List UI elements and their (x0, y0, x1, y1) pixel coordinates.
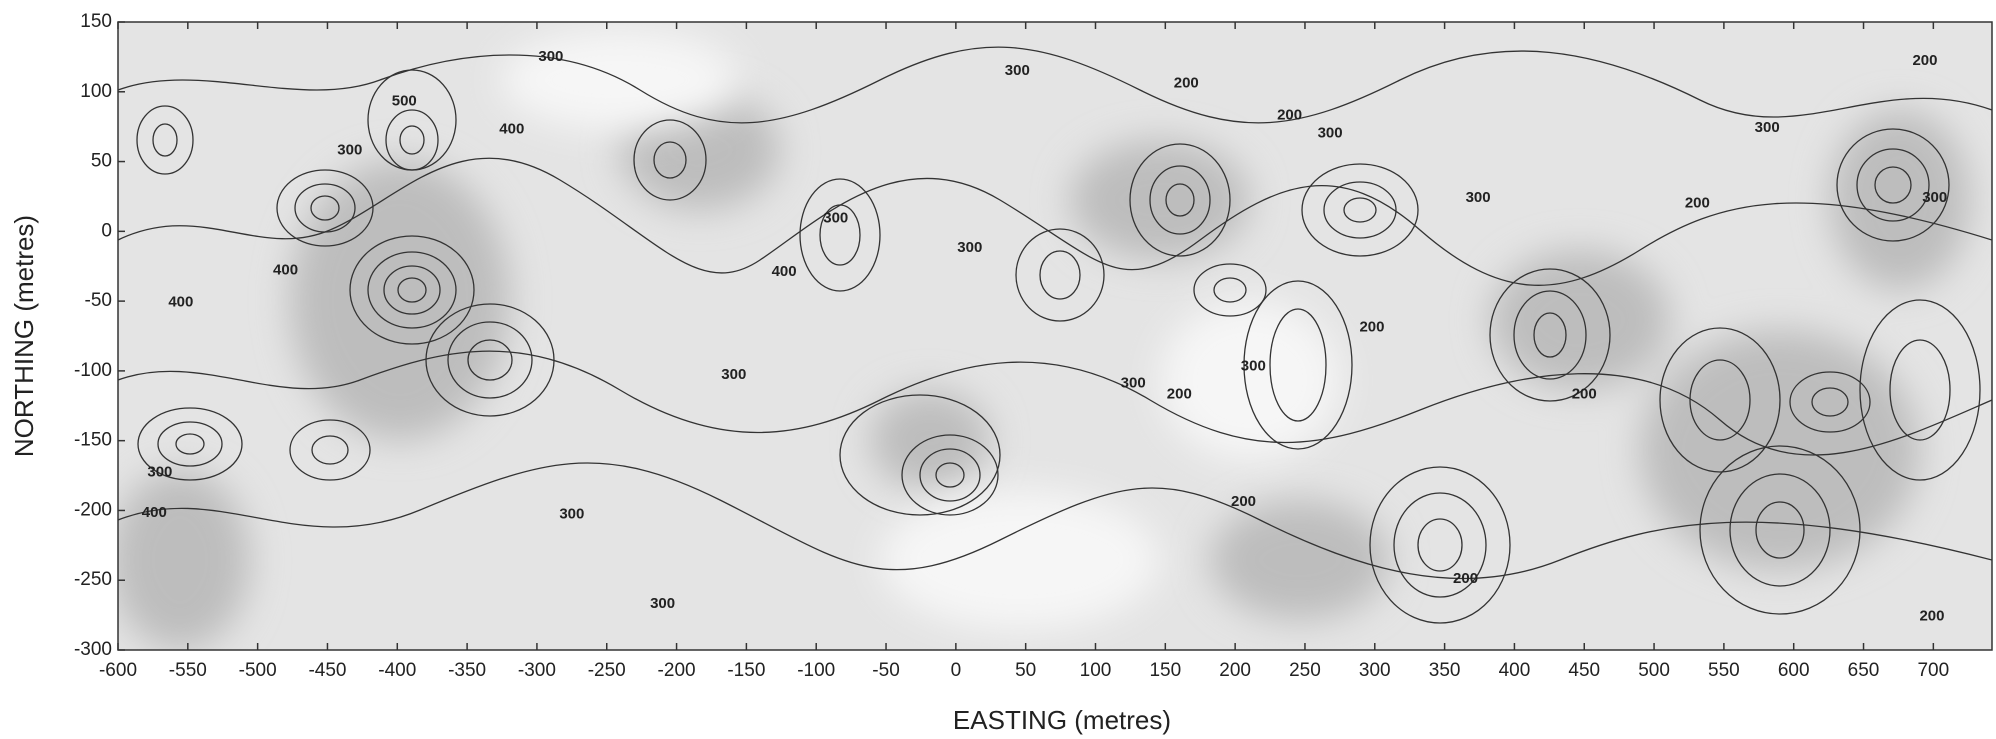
contour-label: 200 (1912, 52, 1937, 69)
x-tick-label: 300 (1359, 660, 1391, 681)
contour-label: 300 (1318, 125, 1343, 142)
x-tick-label: 200 (1219, 660, 1251, 681)
contour-label: 200 (1174, 74, 1199, 91)
x-tick-label: 700 (1917, 660, 1949, 681)
y-axis-title: NORTHING (metres) (9, 215, 39, 457)
x-tick-label: 150 (1149, 660, 1181, 681)
contour-lines (118, 46, 1992, 624)
contour-label: 200 (1359, 319, 1384, 336)
contour-label: 300 (650, 595, 675, 612)
x-tick-label: -150 (727, 660, 765, 681)
contour-label: 300 (337, 141, 362, 158)
x-tick-label: -250 (588, 660, 626, 681)
x-tick-label: -300 (518, 660, 556, 681)
contour-label: 200 (1277, 106, 1302, 123)
y-tick-label: -150 (74, 430, 112, 451)
x-tick-label: 650 (1848, 660, 1880, 681)
x-tick-label: -50 (872, 660, 899, 681)
y-tick-label: -50 (85, 290, 112, 311)
x-tick-label: 600 (1778, 660, 1810, 681)
x-tick-label: 50 (1015, 660, 1036, 681)
contour-label: 200 (1453, 570, 1478, 587)
contour-label: 400 (273, 261, 298, 278)
x-tick-label: -400 (378, 660, 416, 681)
contour-label: 200 (1167, 386, 1192, 403)
contour-label: 400 (142, 504, 167, 521)
contour-label: 200 (1231, 493, 1256, 510)
x-tick-label: -200 (658, 660, 696, 681)
plot-frame (117, 21, 1993, 651)
x-tick-label: -100 (797, 660, 835, 681)
plot-background (118, 22, 1992, 650)
x-tick-label: 550 (1708, 660, 1740, 681)
contour-label: 300 (1466, 189, 1491, 206)
contour-label: 500 (392, 93, 417, 110)
contour-label: 200 (1685, 194, 1710, 211)
contour-label: 300 (823, 210, 848, 227)
y-tick-label: -100 (74, 360, 112, 381)
contour-label: 300 (721, 366, 746, 383)
x-axis-title: EASTING (metres) (953, 705, 1171, 735)
x-tick-label: 450 (1568, 660, 1600, 681)
y-tick-label: -200 (74, 499, 112, 520)
x-tick-label: 350 (1429, 660, 1461, 681)
x-tick-label: 500 (1638, 660, 1670, 681)
x-tick-label: 250 (1289, 660, 1321, 681)
y-tick-label: 50 (91, 151, 112, 172)
contour-label: 200 (1919, 607, 1944, 624)
x-tick-label: 400 (1499, 660, 1531, 681)
contour-label: 300 (1922, 189, 1947, 206)
contour-label: 400 (772, 263, 797, 280)
contour-label: 400 (499, 120, 524, 137)
contour-label: 300 (538, 48, 563, 65)
y-tick-label: 100 (80, 81, 112, 102)
x-tick-label: -350 (448, 660, 486, 681)
y-tick-label: -250 (74, 569, 112, 590)
contour-label: 200 (1572, 386, 1597, 403)
contour-label: 400 (168, 293, 193, 310)
contour-label: 300 (1241, 358, 1266, 375)
x-tick-label: 100 (1080, 660, 1112, 681)
y-tick-label: -300 (74, 639, 112, 660)
contour-label: 300 (1005, 62, 1030, 79)
contour-label: 300 (1121, 374, 1146, 391)
y-tick-label: 0 (101, 220, 112, 241)
x-tick-label: -450 (308, 660, 346, 681)
contour-label: 300 (1755, 119, 1780, 136)
x-tick-label: 0 (951, 660, 962, 681)
contour-label: 300 (957, 239, 982, 256)
y-tick-label: 150 (80, 11, 112, 32)
x-tick-label: -550 (169, 660, 207, 681)
contour-label: 300 (147, 464, 172, 481)
contour-label: 300 (559, 506, 584, 523)
x-tick-label: -500 (239, 660, 277, 681)
x-tick-label: -600 (99, 660, 137, 681)
